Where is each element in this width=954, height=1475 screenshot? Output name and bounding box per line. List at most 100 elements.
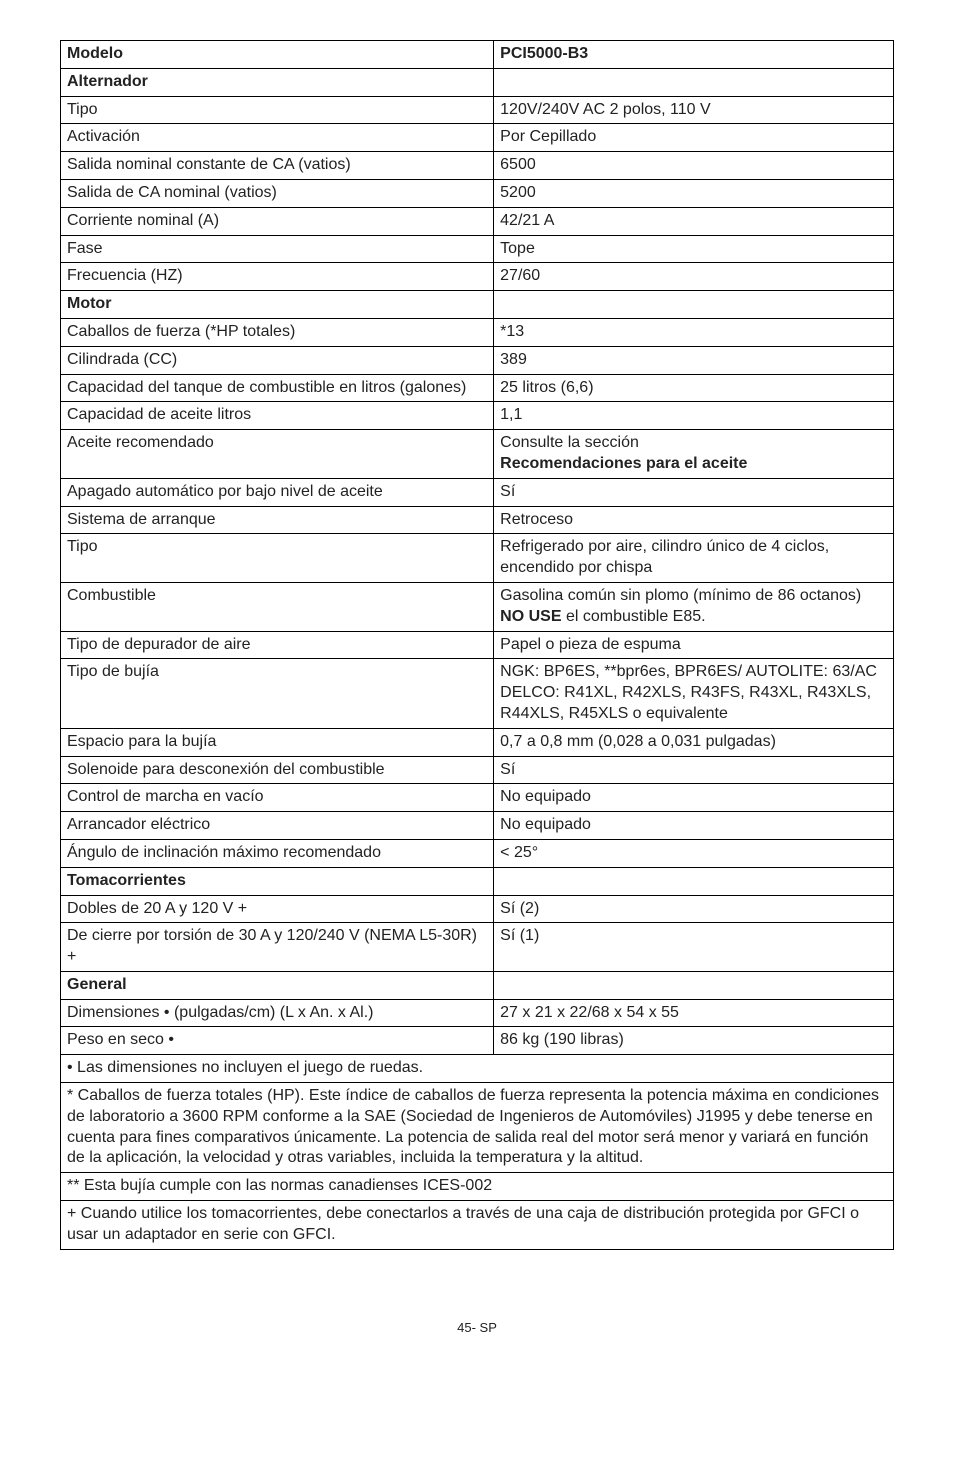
header-col2: PCI5000-B3 — [494, 41, 894, 69]
row-label: Sistema de arranque — [61, 506, 494, 534]
row-label: Cilindrada (CC) — [61, 346, 494, 374]
page-footer: 45- SP — [60, 1320, 894, 1335]
table-row: Tipo de bujíaNGK: BP6ES, **bpr6es, BPR6E… — [61, 659, 894, 728]
value-bold: NO USE — [500, 608, 561, 625]
row-value: < 25° — [494, 839, 894, 867]
table-row: Frecuencia (HZ)27/60 — [61, 263, 894, 291]
row-value: 6500 — [494, 152, 894, 180]
row-value: Sí (2) — [494, 895, 894, 923]
table-row: Espacio para la bujía0,7 a 0,8 mm (0,028… — [61, 728, 894, 756]
row-value: Papel o pieza de espuma — [494, 631, 894, 659]
table-row: Capacidad del tanque de combustible en l… — [61, 374, 894, 402]
note-row: • Las dimensiones no incluyen el juego d… — [61, 1055, 894, 1083]
row-label: Arrancador eléctrico — [61, 812, 494, 840]
table-row: Tipo de depurador de airePapel o pieza d… — [61, 631, 894, 659]
table-row: Ángulo de inclinación máximo recomendado… — [61, 839, 894, 867]
header-row: Modelo PCI5000-B3 — [61, 41, 894, 69]
table-row: De cierre por torsión de 30 A y 120/240 … — [61, 923, 894, 972]
row-value: 0,7 a 0,8 mm (0,028 a 0,031 pulgadas) — [494, 728, 894, 756]
row-label: Apagado automático por bajo nivel de ace… — [61, 478, 494, 506]
row-value: 389 — [494, 346, 894, 374]
row-label: Combustible — [61, 582, 494, 631]
row-label: Tipo de bujía — [61, 659, 494, 728]
value-line1: Consulte la sección — [500, 434, 639, 451]
section-label: Tomacorrientes — [61, 867, 494, 895]
table-row: Capacidad de aceite litros1,1 — [61, 402, 894, 430]
table-row: TipoRefrigerado por aire, cilindro único… — [61, 534, 894, 583]
note-text: + Cuando utilice los tomacorrientes, deb… — [61, 1201, 894, 1250]
row-label: Corriente nominal (A) — [61, 207, 494, 235]
row-label: Tipo de depurador de aire — [61, 631, 494, 659]
row-value: Gasolina común sin plomo (mínimo de 86 o… — [494, 582, 894, 631]
note-text: ** Esta bujía cumple con las normas cana… — [61, 1173, 894, 1201]
table-row: Control de marcha en vacíoNo equipado — [61, 784, 894, 812]
value-line1: Gasolina común sin plomo (mínimo de 86 o… — [500, 587, 861, 604]
row-value: Sí — [494, 756, 894, 784]
row-value: 86 kg (190 libras) — [494, 1027, 894, 1055]
table-row: Peso en seco •86 kg (190 libras) — [61, 1027, 894, 1055]
section-tomacorrientes: Tomacorrientes — [61, 867, 894, 895]
row-label: Control de marcha en vacío — [61, 784, 494, 812]
row-value: *13 — [494, 318, 894, 346]
note-text: * Caballos de fuerza totales (HP). Este … — [61, 1083, 894, 1173]
row-label: De cierre por torsión de 30 A y 120/240 … — [61, 923, 494, 972]
table-row: FaseTope — [61, 235, 894, 263]
section-alternador: Alternador — [61, 68, 894, 96]
note-text: • Las dimensiones no incluyen el juego d… — [61, 1055, 894, 1083]
row-value: Tope — [494, 235, 894, 263]
table-row: Dobles de 20 A y 120 V +Sí (2) — [61, 895, 894, 923]
section-motor: Motor — [61, 291, 894, 319]
row-label: Capacidad de aceite litros — [61, 402, 494, 430]
row-label: Ángulo de inclinación máximo recomendado — [61, 839, 494, 867]
row-value: 120V/240V AC 2 polos, 110 V — [494, 96, 894, 124]
row-label: Peso en seco • — [61, 1027, 494, 1055]
row-label: Salida nominal constante de CA (vatios) — [61, 152, 494, 180]
row-label: Caballos de fuerza (*HP totales) — [61, 318, 494, 346]
table-row: Salida nominal constante de CA (vatios)6… — [61, 152, 894, 180]
row-label: Solenoide para desconexión del combustib… — [61, 756, 494, 784]
row-label: Dobles de 20 A y 120 V + — [61, 895, 494, 923]
row-label: Tipo — [61, 96, 494, 124]
row-label: Capacidad del tanque de combustible en l… — [61, 374, 494, 402]
row-value: NGK: BP6ES, **bpr6es, BPR6ES/ AUTOLITE: … — [494, 659, 894, 728]
section-empty — [494, 867, 894, 895]
row-label: Tipo — [61, 534, 494, 583]
row-label: Activación — [61, 124, 494, 152]
row-value: Sí — [494, 478, 894, 506]
row-value: Retroceso — [494, 506, 894, 534]
table-row: Aceite recomendado Consulte la secciónRe… — [61, 430, 894, 479]
row-value: 42/21 A — [494, 207, 894, 235]
table-row: Apagado automático por bajo nivel de ace… — [61, 478, 894, 506]
row-value: 1,1 — [494, 402, 894, 430]
row-value: 27 x 21 x 22/68 x 54 x 55 — [494, 999, 894, 1027]
note-row: + Cuando utilice los tomacorrientes, deb… — [61, 1201, 894, 1250]
row-label: Espacio para la bujía — [61, 728, 494, 756]
table-row: Tipo120V/240V AC 2 polos, 110 V — [61, 96, 894, 124]
section-general: General — [61, 971, 894, 999]
table-row: Solenoide para desconexión del combustib… — [61, 756, 894, 784]
row-label: Salida de CA nominal (vatios) — [61, 179, 494, 207]
row-value: 27/60 — [494, 263, 894, 291]
table-row: Dimensiones • (pulgadas/cm) (L x An. x A… — [61, 999, 894, 1027]
section-label: General — [61, 971, 494, 999]
spec-table: Modelo PCI5000-B3 Alternador Tipo120V/24… — [60, 40, 894, 1250]
row-value: 25 litros (6,6) — [494, 374, 894, 402]
table-row: Salida de CA nominal (vatios)5200 — [61, 179, 894, 207]
value-post: el combustible E85. — [562, 608, 706, 625]
table-row: Sistema de arranqueRetroceso — [61, 506, 894, 534]
row-label: Frecuencia (HZ) — [61, 263, 494, 291]
table-row: Corriente nominal (A)42/21 A — [61, 207, 894, 235]
row-value: No equipado — [494, 784, 894, 812]
row-value: Consulte la sección Recomendaciones para … — [494, 430, 894, 479]
row-value: Por Cepillado — [494, 124, 894, 152]
table-row: Combustible Gasolina común sin plomo (mí… — [61, 582, 894, 631]
value-line2: Recomendaciones para el aceite — [500, 455, 747, 472]
section-label: Alternador — [61, 68, 494, 96]
row-value: Sí (1) — [494, 923, 894, 972]
section-label: Motor — [61, 291, 494, 319]
section-empty — [494, 291, 894, 319]
row-label: Fase — [61, 235, 494, 263]
header-col1: Modelo — [61, 41, 494, 69]
note-row: ** Esta bujía cumple con las normas cana… — [61, 1173, 894, 1201]
row-value: No equipado — [494, 812, 894, 840]
